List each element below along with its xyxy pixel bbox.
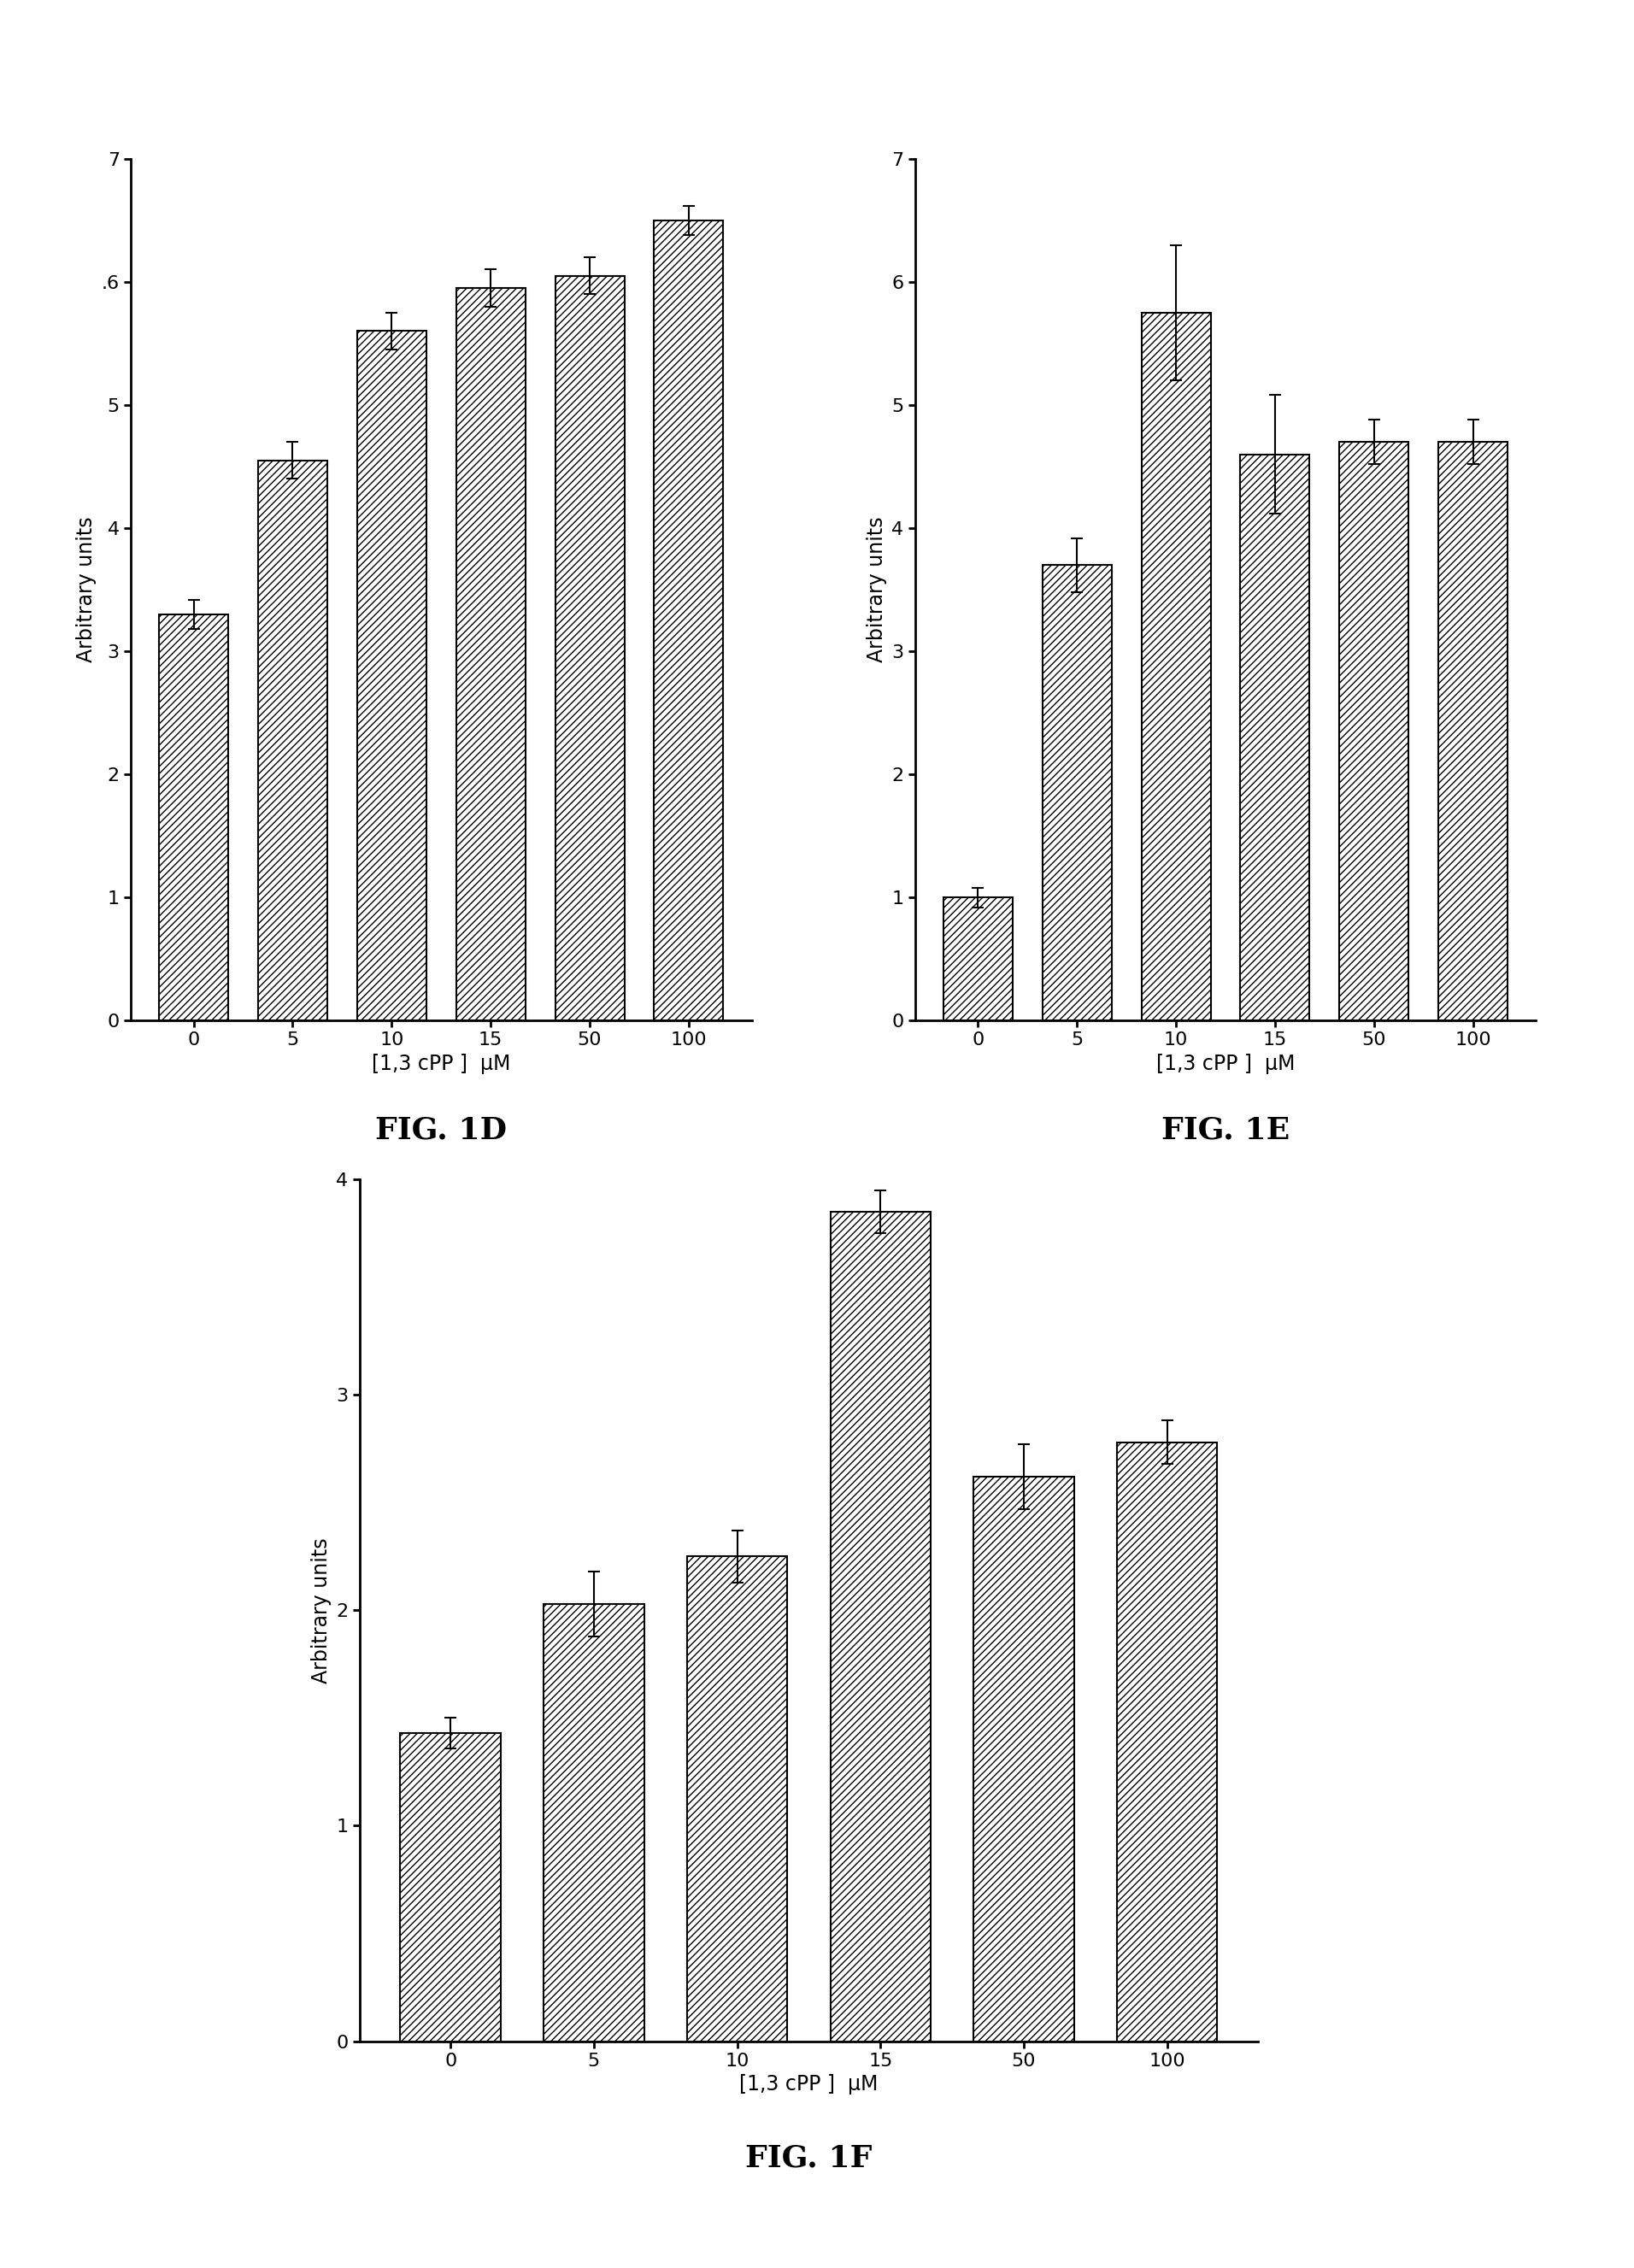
Y-axis label: Arbitrary units: Arbitrary units: [310, 1538, 332, 1683]
Bar: [943, 898, 1013, 1021]
Bar: [556, 277, 624, 1021]
Bar: [1042, 565, 1111, 1021]
Bar: [686, 1556, 788, 2041]
Bar: [544, 1603, 644, 2041]
Bar: [158, 615, 229, 1021]
Bar: [400, 1733, 500, 2041]
Bar: [456, 288, 526, 1021]
Bar: [1240, 454, 1310, 1021]
Text: FIG. 1F: FIG. 1F: [745, 2143, 873, 2173]
Y-axis label: Arbitrary units: Arbitrary units: [77, 517, 96, 662]
Text: FIG. 1D: FIG. 1D: [376, 1116, 507, 1145]
Bar: [1340, 442, 1409, 1021]
Bar: [1118, 1442, 1217, 2041]
Bar: [258, 460, 327, 1021]
Bar: [356, 331, 426, 1021]
X-axis label: [1,3 cPP ]  μM: [1,3 cPP ] μM: [373, 1055, 510, 1075]
X-axis label: [1,3 cPP ]  μM: [1,3 cPP ] μM: [1157, 1055, 1294, 1075]
X-axis label: [1,3 cPP ]  μM: [1,3 cPP ] μM: [740, 2075, 877, 2096]
Bar: [1438, 442, 1508, 1021]
Bar: [974, 1476, 1074, 2041]
Y-axis label: Arbitrary units: Arbitrary units: [866, 517, 887, 662]
Text: FIG. 1E: FIG. 1E: [1162, 1116, 1289, 1145]
Bar: [830, 1211, 931, 2041]
Bar: [1141, 313, 1211, 1021]
Bar: [654, 220, 724, 1021]
